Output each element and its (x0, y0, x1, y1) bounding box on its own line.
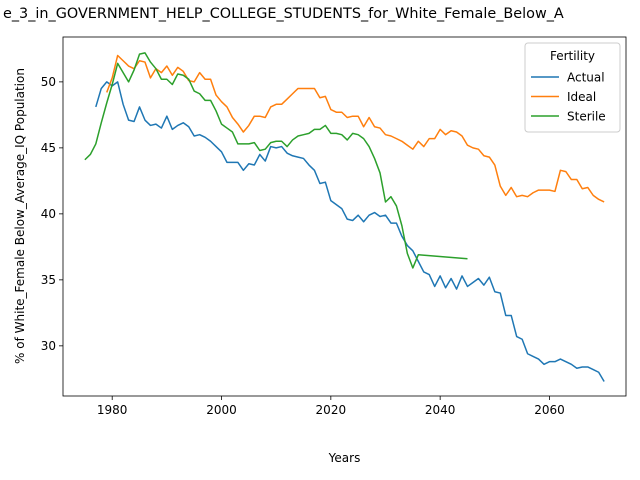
y-axis: 30 35 40 45 50 (41, 75, 63, 353)
x-axis: 1980 2000 2020 2040 2060 (97, 396, 565, 417)
legend-label-sterile: Sterile (567, 109, 606, 123)
y-tick-label: 50 (41, 75, 56, 89)
y-tick-label: 35 (41, 273, 56, 287)
series-line-sterile (84, 52, 468, 269)
y-tick-label: 45 (41, 141, 56, 155)
x-tick-label: 1980 (97, 403, 128, 417)
y-tick-label: 30 (41, 339, 56, 353)
series-layer (84, 52, 605, 382)
series-line-actual (95, 81, 605, 382)
y-axis-label: % of White_Female Below_Average_IQ Popul… (13, 68, 27, 364)
legend-label-actual: Actual (567, 70, 605, 84)
x-tick-label: 2000 (206, 403, 237, 417)
legend-box (524, 42, 621, 133)
legend-title: Fertility (550, 49, 595, 63)
x-tick-label: 2040 (425, 403, 456, 417)
plot-frame (62, 36, 627, 397)
chart-title: e_3_in_GOVERNMENT_HELP_COLLEGE_STUDENTS_… (3, 6, 564, 22)
x-axis-label: Years (328, 451, 361, 465)
legend: Fertility Actual Ideal Sterile (524, 42, 621, 133)
y-tick-label: 40 (41, 207, 56, 221)
legend-label-ideal: Ideal (567, 90, 596, 104)
x-tick-label: 2060 (534, 403, 565, 417)
x-tick-label: 2020 (316, 403, 347, 417)
